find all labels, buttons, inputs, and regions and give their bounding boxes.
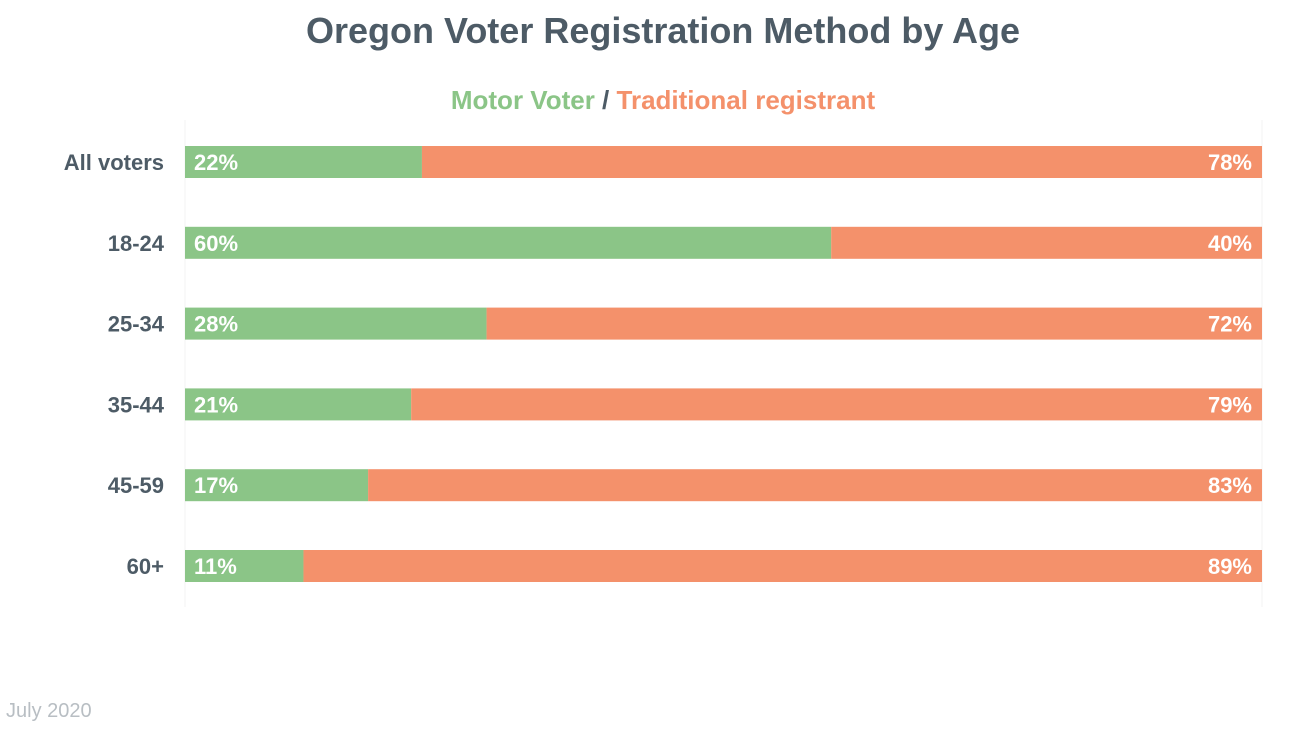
bar-chart: All voters 22% 78% 18-24 60% 40% 25-34 28% 72% 35…	[64, 120, 1263, 607]
bar-motor-voter	[185, 550, 304, 582]
data-label-traditional-registrant: 89%	[1208, 554, 1252, 579]
bar-traditional-registrant	[368, 469, 1263, 502]
data-label-motor-voter: 22%	[194, 150, 238, 175]
bar-motor-voter	[185, 469, 369, 502]
bar-motor-voter	[185, 146, 422, 178]
legend: Motor Voter / Traditional registrant	[0, 85, 1292, 116]
data-label-motor-voter: 60%	[194, 231, 238, 256]
legend-separator: /	[602, 85, 610, 115]
category-label: 60+	[127, 554, 164, 579]
bar-traditional-registrant	[486, 307, 1262, 340]
category-label: All voters	[64, 150, 164, 175]
category-label: 35-44	[108, 392, 165, 417]
chart-title: Oregon Voter Registration Method by Age	[305, 10, 1021, 51]
category-label: 18-24	[108, 231, 165, 256]
bar-motor-voter	[185, 226, 832, 259]
data-label-motor-voter: 11%	[194, 554, 237, 579]
data-label-traditional-registrant: 40%	[1208, 231, 1252, 256]
data-label-motor-voter: 28%	[194, 312, 238, 337]
footnote: July 2020	[6, 700, 92, 722]
data-label-traditional-registrant: 79%	[1208, 392, 1252, 417]
data-label-motor-voter: 21%	[194, 392, 238, 417]
data-label-traditional-registrant: 72%	[1208, 312, 1252, 337]
legend-traditional-registrant: Traditional registrant	[616, 85, 876, 115]
bar-motor-voter	[185, 388, 412, 421]
bar-motor-voter	[185, 307, 487, 340]
legend-motor-voter: Motor Voter	[450, 85, 595, 115]
bar-traditional-registrant	[303, 550, 1263, 582]
data-label-traditional-registrant: 78%	[1208, 150, 1252, 175]
bar-traditional-registrant	[831, 226, 1262, 259]
bar-traditional-registrant	[421, 146, 1262, 178]
category-label: 25-34	[108, 312, 165, 337]
data-label-motor-voter: 17%	[194, 473, 238, 498]
data-label-traditional-registrant: 83%	[1208, 473, 1252, 498]
category-label: 45-59	[108, 473, 164, 498]
bar-traditional-registrant	[411, 388, 1262, 421]
